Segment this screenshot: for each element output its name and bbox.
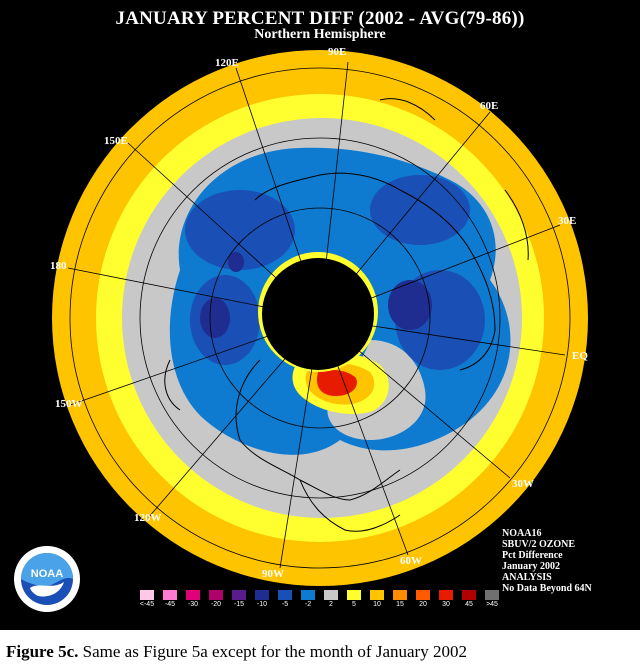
info-note: No Data Beyond 64N bbox=[502, 583, 592, 594]
coastlines bbox=[164, 98, 529, 532]
meridians bbox=[67, 61, 566, 569]
legend-label: >45 bbox=[486, 601, 498, 608]
legend-swatch bbox=[232, 590, 246, 600]
legend-swatch bbox=[301, 590, 315, 600]
polar-map bbox=[52, 50, 588, 586]
legend-swatch bbox=[186, 590, 200, 600]
legend-label: 45 bbox=[465, 601, 473, 608]
legend-swatch bbox=[255, 590, 269, 600]
legend-label: -5 bbox=[281, 601, 289, 608]
legend-label: -45 bbox=[164, 601, 176, 608]
legend-label: 20 bbox=[419, 601, 427, 608]
lon-label-150w: 150W bbox=[55, 398, 83, 410]
lon-label-eq: EQ bbox=[572, 350, 588, 362]
legend-label: 5 bbox=[352, 601, 356, 608]
dark-blue-blob bbox=[370, 175, 470, 245]
latitude-circles bbox=[69, 67, 571, 569]
lon-label-60w: 60W bbox=[400, 555, 422, 567]
legend-swatch bbox=[462, 590, 476, 600]
lon-label-90w: 90W bbox=[262, 568, 284, 580]
legend-label: -2 bbox=[304, 601, 312, 608]
lon-label-120w: 120W bbox=[134, 512, 162, 524]
ozone-figure: JANUARY PERCENT DIFF (2002 - AVG(79-86))… bbox=[0, 0, 640, 630]
legend-label: 30 bbox=[442, 601, 450, 608]
lon-label-180: 180 bbox=[50, 260, 67, 272]
lon-label-30w: 30W bbox=[512, 478, 534, 490]
no-data-cap bbox=[262, 258, 374, 370]
legend-swatch bbox=[370, 590, 384, 600]
navy-blob bbox=[388, 280, 432, 330]
legend-swatch bbox=[324, 590, 338, 600]
legend-label: 2 bbox=[329, 601, 333, 608]
logo-text: NOAA bbox=[31, 568, 63, 580]
legend-label: -20 bbox=[210, 601, 222, 608]
lon-label-60e: 60E bbox=[480, 100, 499, 112]
legend-label: <-45 bbox=[139, 601, 155, 608]
legend-swatch bbox=[416, 590, 430, 600]
legend-swatch bbox=[209, 590, 223, 600]
caption-text: Same as Figure 5a except for the month o… bbox=[78, 642, 467, 661]
legend-swatch bbox=[485, 590, 499, 600]
navy-blob bbox=[228, 252, 244, 272]
legend-swatch bbox=[163, 590, 177, 600]
lon-label-30e: 30E bbox=[558, 215, 577, 227]
info-type: ANALYSIS bbox=[502, 572, 552, 583]
caption-label: Figure 5c. bbox=[6, 642, 79, 661]
legend-swatch bbox=[347, 590, 361, 600]
legend-swatch bbox=[439, 590, 453, 600]
data-info: NOAA16 SBUV/2 OZONE Pct Difference Janua… bbox=[502, 528, 592, 594]
figure-caption: Figure 5c. Same as Figure 5a except for … bbox=[6, 642, 467, 662]
map-title: JANUARY PERCENT DIFF (2002 - AVG(79-86)) bbox=[115, 8, 525, 29]
noaa-logo: NOAA bbox=[14, 546, 80, 612]
legend-swatch bbox=[393, 590, 407, 600]
legend-label: -10 bbox=[256, 601, 268, 608]
lon-label-150e: 150E bbox=[104, 135, 128, 147]
legend-label: -15 bbox=[233, 601, 245, 608]
legend-swatch bbox=[140, 590, 154, 600]
lon-label-120e: 120E bbox=[215, 57, 239, 69]
info-date: January 2002 bbox=[502, 561, 561, 572]
legend-swatch bbox=[278, 590, 292, 600]
legend-label: -30 bbox=[187, 601, 199, 608]
legend-label: 10 bbox=[373, 601, 381, 608]
legend-label: 15 bbox=[396, 601, 404, 608]
dark-blue-blob bbox=[185, 190, 295, 270]
lon-label-90e: 90E bbox=[328, 46, 347, 58]
info-satellite: NOAA16 bbox=[502, 528, 542, 539]
map-subtitle: Northern Hemisphere bbox=[254, 27, 386, 42]
info-instrument: SBUV/2 OZONE bbox=[502, 539, 576, 550]
info-quantity: Pct Difference bbox=[502, 550, 563, 561]
navy-blob bbox=[200, 298, 230, 338]
